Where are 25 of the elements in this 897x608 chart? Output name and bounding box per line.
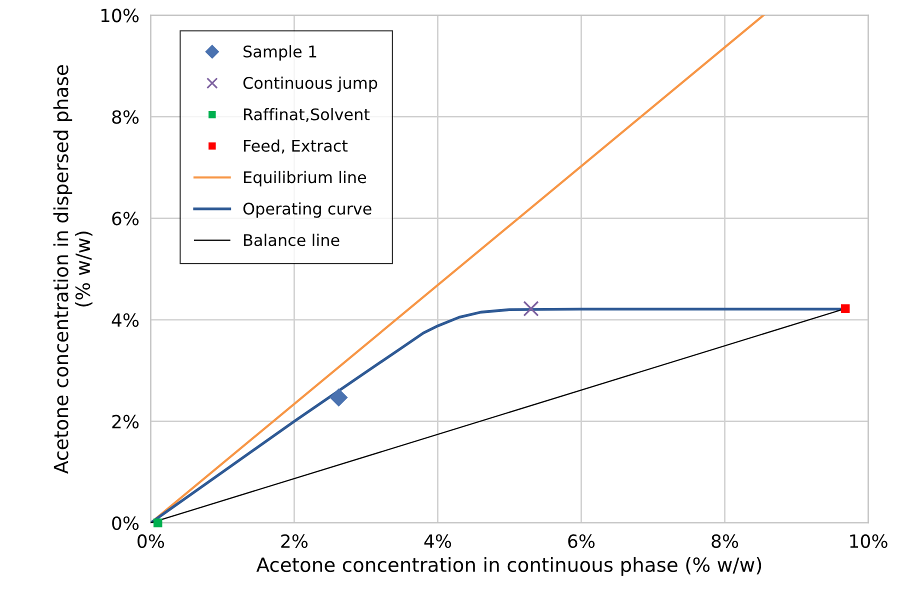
legend-label: Feed, Extract [244, 139, 348, 154]
legend-label: Continuous jump [243, 76, 378, 92]
y-tick-label: 0% [112, 516, 139, 530]
x-tick-label: 4% [424, 534, 452, 548]
y-tick-label: 8% [112, 110, 139, 124]
x-tick-label: 6% [568, 534, 595, 548]
point [840, 304, 850, 314]
x-tick-label: 2% [281, 534, 308, 548]
y-tick-label: 6% [112, 212, 139, 226]
point [153, 518, 162, 528]
y-tick-label: 2% [112, 414, 139, 428]
legend-label: Sample 1 [244, 45, 316, 61]
legend-label: Balance line [244, 234, 340, 246]
y-tick-label: 10% [101, 8, 139, 22]
x-tick-label: 8% [712, 534, 738, 548]
legend-label: Equilibrium line [244, 170, 366, 186]
point [523, 300, 539, 316]
x-axis-title: Acetone concentration in continuous phase (% w/w) [256, 557, 762, 576]
legend-label: Raffinat,Solvent [244, 108, 370, 122]
y-axis-title: Acetone concentration in dispersed phase (% w/w) [53, 65, 92, 474]
point [330, 388, 348, 406]
y-tick-label: 4% [112, 313, 139, 327]
x-tick-label: 0% [138, 534, 164, 548]
legend-label: Operating curve [243, 202, 372, 218]
x-tick-label: 10% [850, 534, 888, 548]
